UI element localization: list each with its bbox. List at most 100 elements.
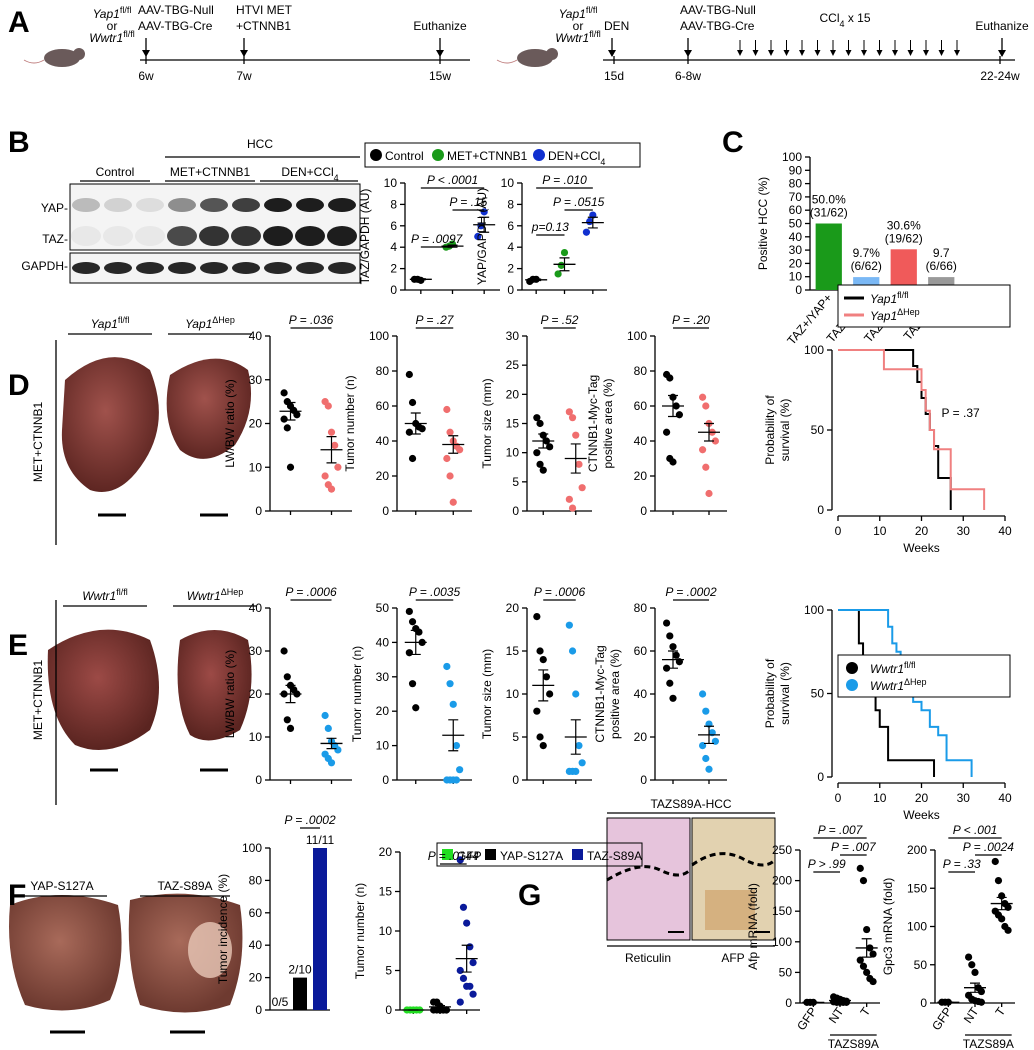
data-point: [575, 742, 583, 750]
data-point: [711, 437, 720, 445]
y-axis-label: LW/BW ratio (%): [223, 650, 237, 738]
time-label: 6-8w: [675, 69, 701, 83]
data-point: [863, 968, 871, 977]
legend-marker: [485, 849, 496, 860]
data-point: [334, 463, 342, 471]
event-label: AAV-TBG-Cre: [680, 19, 755, 33]
arrow-head: [907, 50, 914, 56]
genotype: or: [107, 19, 118, 33]
y-tick-label: 100: [804, 603, 824, 617]
blot-band: [296, 262, 324, 274]
data-point: [568, 504, 577, 512]
y-axis-label: Tumor size (mm): [480, 649, 494, 739]
liver-photo: [166, 358, 252, 459]
data-point: [474, 232, 482, 241]
legend-label: Yap1ΔHep: [870, 307, 920, 323]
y-tick-label: 20: [249, 971, 263, 985]
y-axis-label: Tumor number (n): [350, 646, 364, 742]
y-tick-label: 40: [376, 434, 390, 448]
data-point: [557, 261, 565, 269]
afp-stain: [705, 890, 755, 930]
y-tick-label: 0: [255, 504, 262, 518]
label-part: fl/fl: [123, 29, 135, 39]
value-label: 2/10: [288, 963, 312, 977]
y-axis-label: TAZ/GAPDH (AU): [358, 189, 372, 285]
data-point: [408, 398, 417, 407]
blot-band: [200, 262, 228, 274]
y-tick-label: 100: [804, 343, 824, 357]
mouse-icon: [546, 48, 558, 60]
y-tick-label: 0: [507, 283, 514, 297]
y-tick-label: 20: [379, 845, 393, 859]
mouse-tail: [23, 59, 45, 64]
y-tick-label: 0: [382, 773, 389, 787]
y-tick-label: 20: [634, 469, 648, 483]
y-tick-label: 0: [817, 770, 824, 784]
data-point: [998, 915, 1006, 923]
y-tick-label: 50: [811, 423, 825, 437]
data-point: [469, 990, 477, 998]
label-part: Yap1: [559, 7, 586, 21]
data-point: [859, 962, 868, 970]
event-label: Euthanize: [975, 19, 1029, 33]
arrow-head: [436, 50, 444, 57]
error-bar: [570, 719, 581, 755]
y-axis-label: Tumor number (n): [353, 883, 367, 979]
data-point: [1004, 926, 1012, 934]
label-part: fl/fl: [116, 587, 128, 597]
data-point: [578, 759, 586, 767]
label-part: 4: [334, 173, 339, 183]
data-point: [466, 982, 474, 990]
y-tick-label: 70: [789, 190, 803, 204]
data-point: [859, 877, 868, 885]
legend-marker: [533, 149, 545, 161]
data-point: [415, 628, 423, 636]
data-point: [702, 754, 710, 763]
arrow-head: [998, 50, 1006, 57]
y-tick-label: 80: [634, 364, 648, 378]
data-point: [560, 248, 569, 257]
y-tick-label: 2: [507, 262, 514, 276]
group-label: TAZS89A: [828, 1037, 879, 1050]
data-point: [321, 711, 329, 720]
data-point: [542, 673, 551, 681]
error-bar: [587, 216, 598, 229]
y-tick-label: 200: [772, 874, 792, 888]
data-point: [466, 943, 474, 951]
y-axis-label: Afp mRNA (fold): [746, 883, 760, 970]
arrow-head: [768, 50, 774, 56]
genotype: Wwtr1fl/fl: [555, 29, 601, 45]
p-value: P = .52: [541, 313, 579, 327]
data-point: [456, 998, 464, 1006]
y-tick-label: 250: [772, 843, 792, 857]
tumor-border: [606, 865, 692, 882]
data-point: [669, 643, 677, 651]
error-bar: [448, 719, 459, 752]
blot-group: Control: [96, 165, 135, 179]
y-tick-label: 40: [789, 230, 803, 244]
label-part: MET+CTNNB1: [170, 165, 251, 179]
x-tick-label: 20: [915, 524, 929, 538]
side-label: MET+CTNNB1: [31, 402, 45, 483]
label-part: MET+CTNNB1: [447, 149, 528, 163]
data-point: [705, 765, 713, 773]
photo-title: TAZ-S89A: [157, 879, 212, 893]
y-tick-label: 10: [506, 446, 520, 460]
data-point: [536, 733, 544, 741]
label-part: Yap1: [185, 317, 212, 331]
label-part: fl/fl: [897, 290, 909, 300]
y-tick-label: 20: [249, 417, 263, 431]
y-axis-label: Probability of: [763, 395, 777, 465]
p-value: P = .010: [542, 173, 587, 187]
error-bar: [531, 278, 542, 282]
panel-letter: E: [8, 629, 28, 662]
value-label: 30.6%: [887, 218, 921, 232]
y-tick-label: 8: [390, 197, 397, 211]
data-point: [412, 704, 420, 712]
label-part: Yap1: [91, 317, 118, 331]
data-point: [699, 393, 707, 401]
x-tick-label: 20: [915, 791, 929, 805]
y-tick-label: 40: [634, 434, 648, 448]
bar: [815, 223, 842, 290]
p-value: P = .27: [416, 313, 455, 327]
